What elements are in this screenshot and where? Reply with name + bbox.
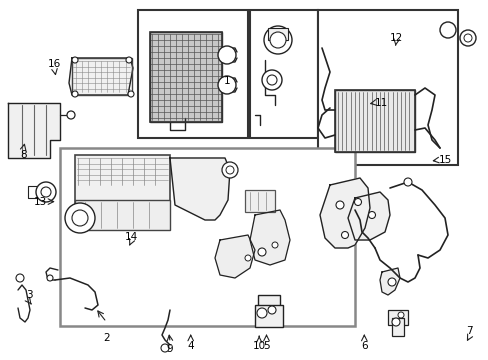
Circle shape — [403, 178, 411, 186]
Bar — [244, 190, 274, 212]
Text: 6: 6 — [360, 341, 367, 351]
Text: 12: 12 — [388, 33, 402, 43]
Bar — [72, 58, 132, 95]
Text: 11: 11 — [374, 98, 387, 108]
Circle shape — [218, 76, 236, 94]
Circle shape — [65, 203, 95, 233]
Circle shape — [41, 187, 51, 197]
Text: 8: 8 — [20, 150, 27, 160]
Bar — [60, 148, 354, 326]
Circle shape — [264, 26, 291, 54]
Circle shape — [47, 275, 53, 281]
Polygon shape — [249, 210, 289, 265]
Circle shape — [262, 70, 282, 90]
Circle shape — [218, 46, 236, 64]
Text: 13: 13 — [33, 197, 47, 207]
Circle shape — [354, 198, 361, 206]
Circle shape — [126, 57, 132, 63]
Text: 3: 3 — [26, 290, 33, 300]
Circle shape — [128, 91, 134, 97]
Text: 5: 5 — [263, 341, 269, 351]
Circle shape — [387, 278, 395, 286]
Bar — [150, 32, 222, 122]
Bar — [258, 295, 280, 311]
Circle shape — [225, 166, 234, 174]
Text: 1: 1 — [224, 76, 230, 86]
Circle shape — [72, 91, 78, 97]
Bar — [249, 10, 317, 138]
Circle shape — [267, 306, 275, 314]
Text: 10: 10 — [252, 341, 265, 351]
Circle shape — [459, 30, 475, 46]
Circle shape — [244, 255, 250, 261]
Polygon shape — [8, 103, 60, 158]
Circle shape — [463, 34, 471, 42]
Circle shape — [397, 312, 403, 318]
Circle shape — [222, 162, 238, 178]
Polygon shape — [379, 268, 399, 295]
Circle shape — [266, 75, 276, 85]
Circle shape — [269, 32, 285, 48]
Text: 7: 7 — [465, 326, 472, 336]
Bar — [75, 155, 170, 230]
Polygon shape — [69, 58, 133, 95]
Text: 4: 4 — [187, 341, 194, 351]
Circle shape — [341, 231, 348, 239]
Polygon shape — [215, 235, 254, 278]
Bar — [267, 28, 287, 40]
Text: 2: 2 — [103, 333, 110, 343]
Circle shape — [161, 344, 169, 352]
Circle shape — [368, 212, 375, 219]
Bar — [387, 310, 407, 325]
Text: 9: 9 — [166, 344, 173, 354]
Polygon shape — [347, 192, 389, 240]
Circle shape — [72, 57, 78, 63]
Circle shape — [67, 111, 75, 119]
Bar — [254, 305, 283, 327]
Text: 14: 14 — [124, 232, 138, 242]
Polygon shape — [170, 158, 229, 220]
Circle shape — [16, 274, 24, 282]
Circle shape — [271, 242, 278, 248]
Circle shape — [439, 22, 455, 38]
Circle shape — [36, 182, 56, 202]
Bar — [138, 10, 247, 138]
Bar — [150, 32, 222, 122]
Circle shape — [72, 210, 88, 226]
Text: 15: 15 — [437, 155, 451, 165]
Circle shape — [257, 308, 266, 318]
Circle shape — [335, 201, 343, 209]
Bar — [334, 90, 414, 152]
Circle shape — [391, 318, 399, 326]
Bar — [317, 10, 457, 165]
Circle shape — [258, 248, 265, 256]
Bar — [334, 90, 414, 152]
Polygon shape — [319, 178, 369, 248]
Bar — [391, 318, 403, 336]
Bar — [75, 200, 170, 230]
Text: 16: 16 — [48, 59, 61, 69]
